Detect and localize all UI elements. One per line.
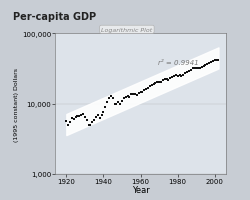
Text: Per-capita GDP: Per-capita GDP [12,12,95,22]
Y-axis label: (1995 constant) Dollars: (1995 constant) Dollars [14,67,19,141]
X-axis label: Year: Year [131,185,149,194]
Text: r² = 0.9941: r² = 0.9941 [157,60,198,66]
Text: Logarithmic Plot: Logarithmic Plot [101,28,152,33]
